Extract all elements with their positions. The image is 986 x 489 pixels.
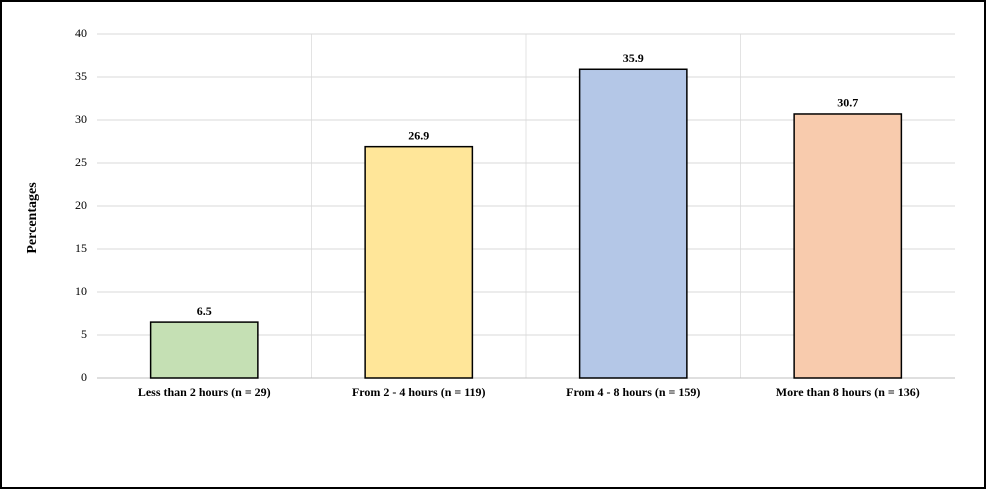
bar bbox=[149, 321, 259, 379]
x-tick-label: Less than 2 hours (n = 29) bbox=[138, 385, 271, 399]
y-tick-label: 25 bbox=[75, 155, 87, 169]
data-label: 26.9 bbox=[408, 128, 429, 142]
y-tick-label: 5 bbox=[81, 327, 87, 341]
y-axis-label: Percentages bbox=[25, 182, 40, 254]
y-tick-label: 10 bbox=[75, 284, 87, 298]
data-label: 35.9 bbox=[623, 51, 644, 65]
bar bbox=[578, 68, 688, 379]
x-tick-label: From 2 - 4 hours (n = 119) bbox=[352, 385, 486, 399]
y-tick-label: 15 bbox=[75, 241, 87, 255]
bar bbox=[364, 145, 474, 379]
y-tick-label: 0 bbox=[81, 370, 87, 384]
data-label: 30.7 bbox=[837, 96, 858, 110]
y-tick-label: 20 bbox=[75, 198, 87, 212]
x-tick-label: More than 8 hours (n = 136) bbox=[776, 385, 920, 399]
y-tick-label: 35 bbox=[75, 69, 87, 83]
x-tick-label: From 4 - 8 hours (n = 159) bbox=[566, 385, 700, 399]
y-tick-label: 40 bbox=[75, 26, 87, 40]
bar bbox=[793, 113, 903, 379]
data-label: 6.5 bbox=[197, 304, 212, 318]
y-tick-label: 30 bbox=[75, 112, 87, 126]
